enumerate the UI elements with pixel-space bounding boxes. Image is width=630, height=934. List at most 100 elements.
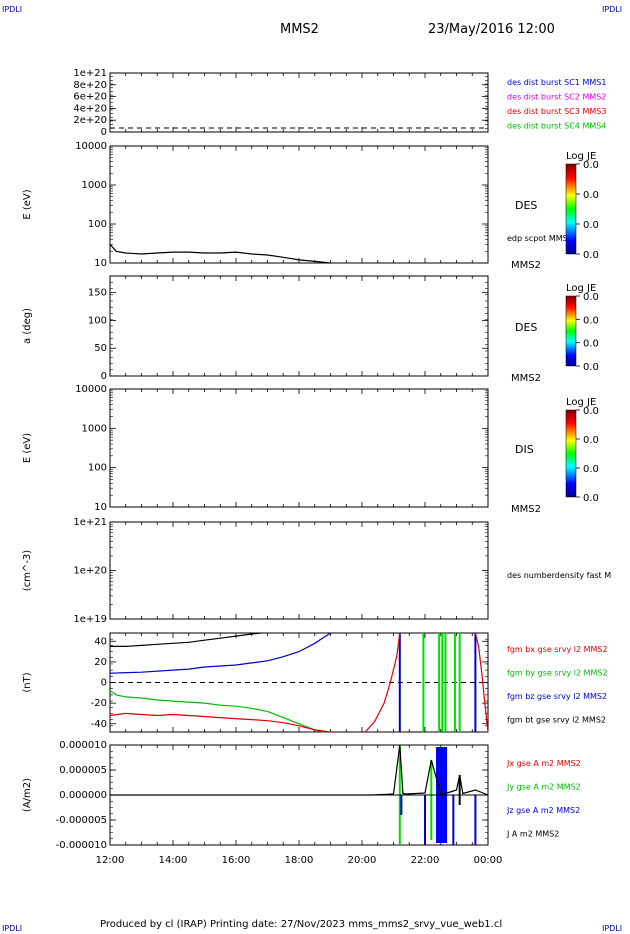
series-line-bt [110,632,262,648]
legend-entry: fgm bt gse srvy l2 MMS2 [507,716,606,725]
y-tick-label: 1000 [82,180,107,191]
y-axis-label: a (deg) [22,308,33,344]
panel-frame-dist-burst [109,72,489,133]
series-line-bx [109,712,331,733]
y-axis-label: E (eV) [22,433,33,463]
colorbar [565,409,577,498]
y-tick-label: -0.000010 [56,840,107,851]
series-line-edp scpot MMS2 [109,243,331,264]
y-tick-label: 0.000010 [59,740,107,751]
instrument-label: DES [515,321,537,334]
legend-entry: des dist burst SC3 MMS3 [507,107,606,116]
colorbar-tick-label: 0.0 [583,435,599,446]
y-tick-label: 0 [101,371,107,382]
legend-entry: fgm bx gse srvy l2 MMS2 [507,645,608,654]
y-tick-label: 0 [101,127,107,138]
colorbar-tick-label: 0.0 [583,406,599,417]
colorbar-tick-label: 0.0 [583,160,599,171]
colorbar-tick-label: 0.0 [583,190,599,201]
y-tick-label: 8e+20 [73,80,107,91]
y-tick-label: 20 [94,657,107,668]
panel-frame-des-energy [109,145,489,264]
y-tick-label: 10 [94,502,107,513]
legend-entry: des numberdensity fast M [507,571,611,580]
y-tick-label: 0.000000 [59,790,107,801]
y-tick-label: 4e+20 [73,103,107,114]
y-tick-label: 10000 [75,141,107,152]
colorbar-tick-label: 0.0 [583,315,599,326]
series-line-bx-late-fall [474,632,489,733]
colorbar-title: Log JE [566,283,596,294]
instrument-label: DIS [515,443,534,456]
time-tick-label: 20:00 [348,855,377,866]
y-tick-label: 1e+21 [73,517,107,528]
y-tick-label: 1e+20 [73,566,107,577]
panel-frame-des-pitch [109,275,489,377]
y-tick-label: -0.000005 [56,815,107,826]
colorbar-tick-label: 0.0 [583,362,599,373]
y-tick-label: 100 [88,219,107,230]
y-axis-label: (cm^-3) [22,550,33,591]
colorbar-tick-label: 0.0 [583,292,599,303]
corner-tag-top-right: IPDLI [602,5,623,14]
time-tick-label: 22:00 [411,855,440,866]
legend-entry: fgm by gse srvy l2 MMS2 [507,669,608,678]
spacecraft-tag: MMS2 [511,504,541,515]
legend-entry: fgm bz gse srvy l2 MMS2 [507,692,607,701]
y-tick-label: 2e+20 [73,115,107,126]
spacecraft-tag: MMS2 [511,260,541,271]
legend-entry: J A m2 MMS2 [506,830,559,839]
panel-frame-density [109,521,489,620]
datetime-title: 23/May/2016 12:00 [428,22,555,37]
y-tick-label: 10000 [75,384,107,395]
colorbar-tick-label: 0.0 [583,339,599,350]
legend-entry: Jx gse A m2 MMS2 [506,759,581,768]
colorbar-tick-label: 0.0 [583,250,599,261]
y-axis-label: (nT) [22,672,33,692]
time-tick-label: 00:00 [474,855,503,866]
spacecraft-tag: MMS2 [511,373,541,384]
y-tick-label: -20 [91,698,107,709]
y-axis-label: E (eV) [22,189,33,219]
legend-entry: edp scpot MMS2 [507,234,573,243]
series-line-by [109,690,325,733]
y-tick-label: 0 [101,678,107,689]
time-tick-label: 12:00 [96,855,125,866]
y-tick-label: 1000 [82,423,107,434]
legend-entry: Jz gse A m2 MMS2 [506,806,580,815]
corner-tag-bottom-right: IPDLI [602,924,623,933]
footer-credit: Produced by cl (IRAP) Printing date: 27/… [100,919,503,930]
colorbar-title: Log JE [566,151,596,162]
series-line-bx-late-rise [364,632,401,733]
colorbar-tick-label: 0.0 [583,493,599,504]
y-tick-label: 100 [88,463,107,474]
legend-entry: des dist burst SC4 MMS4 [507,122,606,131]
y-tick-label: 1e+19 [73,614,107,625]
panel-frame-dis-energy [109,388,489,508]
y-tick-label: 40 [94,636,107,647]
y-tick-label: 50 [94,343,107,354]
y-tick-label: 150 [88,288,107,299]
colorbar-tick-label: 0.0 [583,220,599,231]
series-line-J [110,744,489,796]
legend-entry: des dist burst SC2 MMS2 [507,93,606,102]
instrument-label: DES [515,199,537,212]
corner-tag-top-left: IPDLI [2,5,23,14]
y-tick-label: -40 [91,719,107,730]
y-tick-label: 10 [94,258,107,269]
spacecraft-title: MMS2 [280,22,319,37]
y-tick-label: 100 [88,315,107,326]
y-axis-label: (A/m2) [22,778,33,812]
colorbar-title: Log JE [566,397,596,408]
time-tick-label: 16:00 [222,855,251,866]
y-tick-label: 0.000005 [59,765,107,776]
y-tick-label: 1e+21 [73,68,107,79]
legend-entry: Jy gse A m2 MMS2 [506,783,581,792]
time-tick-label: 18:00 [285,855,314,866]
colorbar [565,163,577,255]
y-tick-label: 6e+20 [73,92,107,103]
corner-tag-bottom-left: IPDLI [2,924,23,933]
series-line-bz [109,632,331,674]
